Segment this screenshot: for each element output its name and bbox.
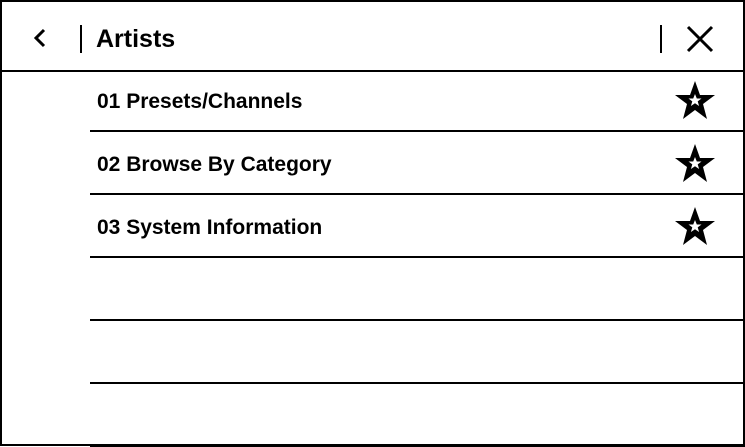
- divider: [80, 25, 82, 53]
- star-icon: [675, 207, 715, 245]
- favorite-button[interactable]: [673, 142, 717, 184]
- close-button[interactable]: [682, 20, 718, 56]
- list-item[interactable]: 03 System Information: [90, 195, 745, 258]
- list-item-label: 03 System Information: [97, 216, 323, 239]
- close-icon: [686, 25, 714, 53]
- list-item: [90, 384, 745, 447]
- list-item-label: 02 Browse By Category: [97, 153, 332, 176]
- page-title: Artists: [96, 25, 176, 53]
- star-icon: [675, 144, 715, 182]
- list-item-label: 01 Presets/Channels: [97, 90, 303, 113]
- back-button[interactable]: [24, 20, 56, 56]
- favorite-button[interactable]: [673, 79, 717, 121]
- list-item: [90, 258, 745, 321]
- list-item[interactable]: 01 Presets/Channels: [90, 69, 745, 132]
- list-item[interactable]: 02 Browse By Category: [90, 132, 745, 195]
- list-item: [90, 321, 745, 384]
- star-icon: [675, 81, 715, 119]
- favorite-button[interactable]: [673, 205, 717, 247]
- header-bar: Artists: [0, 0, 745, 72]
- chevron-left-icon: [33, 28, 46, 48]
- divider: [660, 25, 662, 53]
